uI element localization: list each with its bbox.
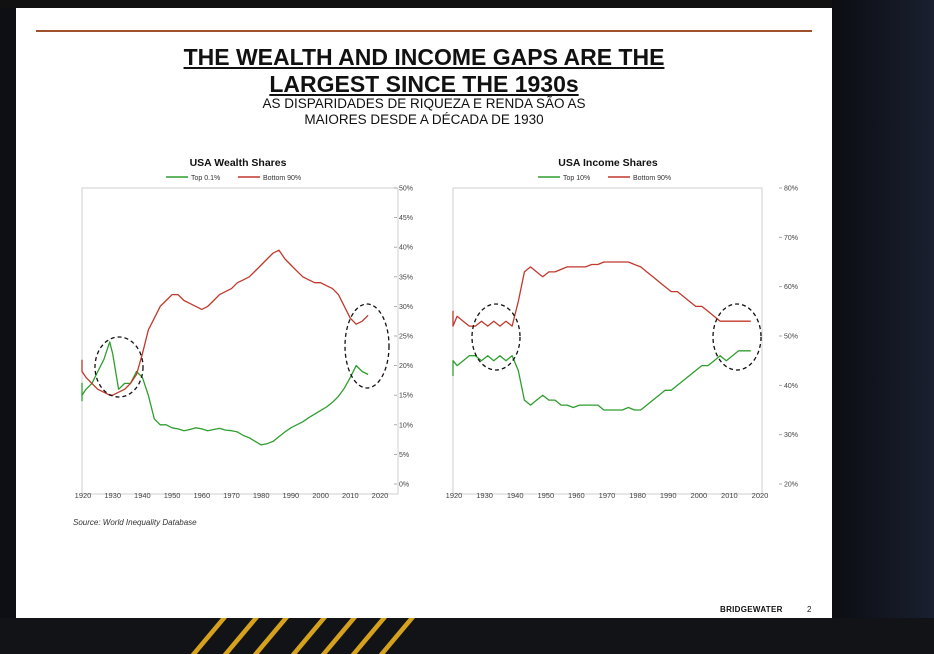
x-tick-label: 2010 <box>721 491 738 500</box>
y-tick-label: 15% <box>399 393 413 400</box>
y-tick-label: 5% <box>399 452 409 459</box>
y-tick-label: 45% <box>399 215 413 222</box>
series-line <box>81 249 369 396</box>
slide-subtitle-line2: MAIORES DESDE A DÉCADA DE 1930 <box>304 112 544 127</box>
y-tick-label: 0% <box>399 482 409 489</box>
y-tick-label: 70% <box>784 235 798 242</box>
highlight-circle <box>94 336 144 398</box>
page-number: 2 <box>807 605 812 614</box>
x-tick-label: 1940 <box>134 491 151 500</box>
series-line <box>452 350 751 411</box>
x-tick-label: 1950 <box>537 491 554 500</box>
series-line <box>452 261 751 327</box>
x-tick-label: 1920 <box>75 491 92 500</box>
y-tick-label: 40% <box>784 383 798 390</box>
x-tick-label: 1950 <box>164 491 181 500</box>
x-tick-label: 1940 <box>507 491 524 500</box>
x-tick-label: 1970 <box>599 491 616 500</box>
x-tick-label: 1980 <box>629 491 646 500</box>
highlight-circle <box>471 303 521 371</box>
x-tick-label: 1990 <box>283 491 300 500</box>
legend-label: Top 0.1% <box>191 175 220 182</box>
x-tick-label: 1990 <box>660 491 677 500</box>
x-tick-label: 1930 <box>104 491 121 500</box>
plot-frame <box>81 187 399 495</box>
y-tick-label: 25% <box>399 334 413 341</box>
x-tick-label: 2000 <box>312 491 329 500</box>
y-tick-label: 30% <box>784 432 798 439</box>
y-tick-label: 60% <box>784 284 798 291</box>
x-tick-label: 2020 <box>752 491 769 500</box>
x-tick-label: 1970 <box>223 491 240 500</box>
slide-subtitle-line1: AS DISPARIDADES DE RIQUEZA E RENDA SÃO A… <box>262 96 586 111</box>
top-bar <box>0 0 934 8</box>
slide-title-line2: LARGEST SINCE THE 1930s <box>269 71 579 97</box>
legend-label: Top 10% <box>563 175 590 182</box>
y-tick-label: 35% <box>399 274 413 281</box>
y-tick-label: 80% <box>784 186 798 193</box>
charts-svg: USA Wealth Shares Top 0.1% Bottom 90% 0% 5% 1… <box>75 157 798 500</box>
x-tick-label: 2000 <box>690 491 707 500</box>
y-tick-label: 20% <box>399 363 413 370</box>
chart-title: USA Income Shares <box>558 157 658 169</box>
y-tick-label: 30% <box>399 304 413 311</box>
slide-title-line1: THE WEALTH AND INCOME GAPS ARE THE <box>183 44 665 70</box>
x-tick-label: 2010 <box>342 491 359 500</box>
y-tick-label: 20% <box>784 482 798 489</box>
source-note: Source: World Inequality Database <box>73 518 197 527</box>
highlight-circle <box>344 303 390 389</box>
y-tick-label: 50% <box>784 334 798 341</box>
legend-label: Bottom 90% <box>263 175 301 182</box>
x-tick-label: 1960 <box>193 491 210 500</box>
chart-title: USA Wealth Shares <box>190 157 287 169</box>
y-tick-label: 40% <box>399 245 413 252</box>
y-tick-label: 10% <box>399 422 413 429</box>
brand-logo: BRIDGEWATER <box>720 605 783 614</box>
x-tick-label: 1920 <box>446 491 463 500</box>
plot-frame <box>452 187 763 495</box>
x-tick-label: 1980 <box>253 491 270 500</box>
legend-label: Bottom 90% <box>633 175 671 182</box>
bottom-decoration <box>0 618 934 654</box>
slide: THE WEALTH AND INCOME GAPS ARE THE LARGE… <box>16 8 832 618</box>
highlight-circle <box>712 303 762 371</box>
x-tick-label: 1960 <box>568 491 585 500</box>
y-tick-label: 50% <box>399 186 413 193</box>
right-backdrop <box>832 0 934 620</box>
x-tick-label: 2020 <box>372 491 389 500</box>
series-line <box>81 341 369 446</box>
x-tick-label: 1930 <box>476 491 493 500</box>
title-rule <box>36 30 812 32</box>
